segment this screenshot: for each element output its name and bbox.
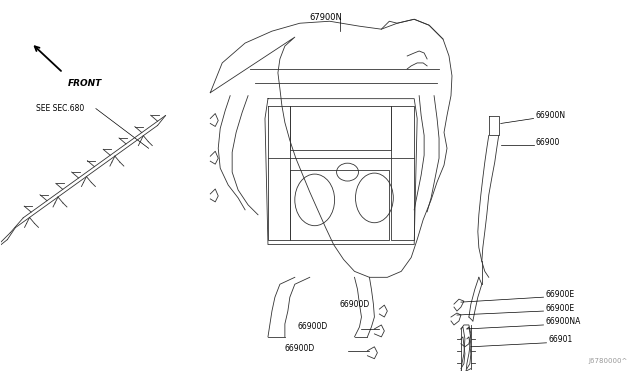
Text: 66901: 66901	[548, 335, 573, 344]
Text: 66900D: 66900D	[340, 299, 370, 309]
Text: 66900D: 66900D	[285, 344, 315, 353]
Text: 66900E: 66900E	[545, 290, 575, 299]
Text: SEE SEC.680: SEE SEC.680	[36, 104, 84, 113]
Text: 66900E: 66900E	[545, 304, 575, 312]
Text: 66900NA: 66900NA	[545, 317, 581, 327]
Text: 67900N: 67900N	[310, 13, 342, 22]
Text: 66900N: 66900N	[536, 111, 566, 120]
Text: 66900D: 66900D	[298, 323, 328, 331]
Text: FRONT: FRONT	[68, 79, 102, 88]
Text: J6780000^: J6780000^	[588, 358, 628, 364]
Text: 66900: 66900	[536, 138, 560, 147]
